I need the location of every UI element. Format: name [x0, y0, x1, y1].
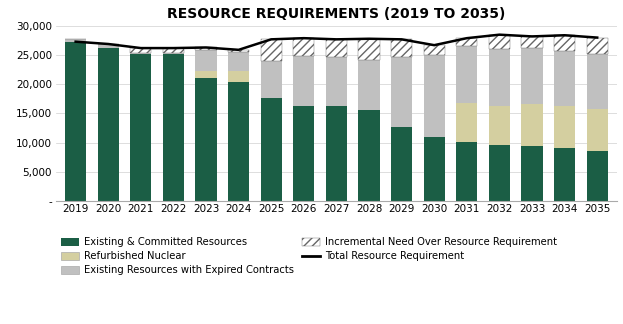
Bar [391, 39, 412, 57]
Bar [163, 48, 184, 53]
Bar [489, 106, 510, 145]
Bar [554, 51, 575, 106]
Bar [424, 137, 445, 201]
Bar [424, 55, 445, 137]
Bar [260, 39, 282, 61]
Bar [326, 57, 347, 106]
Bar [260, 61, 282, 98]
Bar [521, 36, 543, 48]
Bar [228, 82, 249, 201]
Bar [521, 104, 543, 146]
Bar [228, 71, 249, 82]
Bar [130, 54, 151, 201]
Bar [196, 48, 217, 51]
Bar [358, 39, 379, 60]
Bar [456, 142, 477, 201]
Bar [65, 39, 86, 42]
Bar [554, 148, 575, 201]
Title: RESOURCE REQUIREMENTS (2019 TO 2035): RESOURCE REQUIREMENTS (2019 TO 2035) [167, 6, 506, 21]
Bar [293, 56, 315, 106]
Bar [358, 110, 379, 201]
Bar [293, 38, 315, 56]
Bar [196, 51, 217, 71]
Bar [554, 106, 575, 148]
Bar [456, 46, 477, 103]
Bar [489, 35, 510, 49]
Bar [424, 45, 445, 55]
Bar [228, 50, 249, 52]
Bar [163, 53, 184, 54]
Bar [456, 103, 477, 142]
Bar [326, 106, 347, 201]
Bar [196, 71, 217, 78]
Bar [358, 60, 379, 110]
Bar [326, 39, 347, 57]
Bar [391, 57, 412, 127]
Bar [587, 109, 608, 151]
Bar [554, 35, 575, 51]
Bar [228, 52, 249, 71]
Bar [196, 78, 217, 201]
Bar [293, 106, 315, 201]
Bar [489, 145, 510, 201]
Bar [456, 38, 477, 46]
Bar [587, 54, 608, 109]
Bar [260, 98, 282, 201]
Bar [489, 49, 510, 106]
Legend: Existing & Committed Resources, Refurbished Nuclear, Existing Resources with Exp: Existing & Committed Resources, Refurbis… [61, 237, 557, 275]
Bar [130, 48, 151, 53]
Bar [65, 42, 86, 201]
Bar [163, 54, 184, 201]
Bar [98, 44, 119, 48]
Bar [98, 48, 119, 201]
Bar [587, 151, 608, 201]
Bar [521, 146, 543, 201]
Bar [521, 48, 543, 104]
Bar [130, 53, 151, 54]
Bar [587, 38, 608, 54]
Bar [391, 127, 412, 201]
